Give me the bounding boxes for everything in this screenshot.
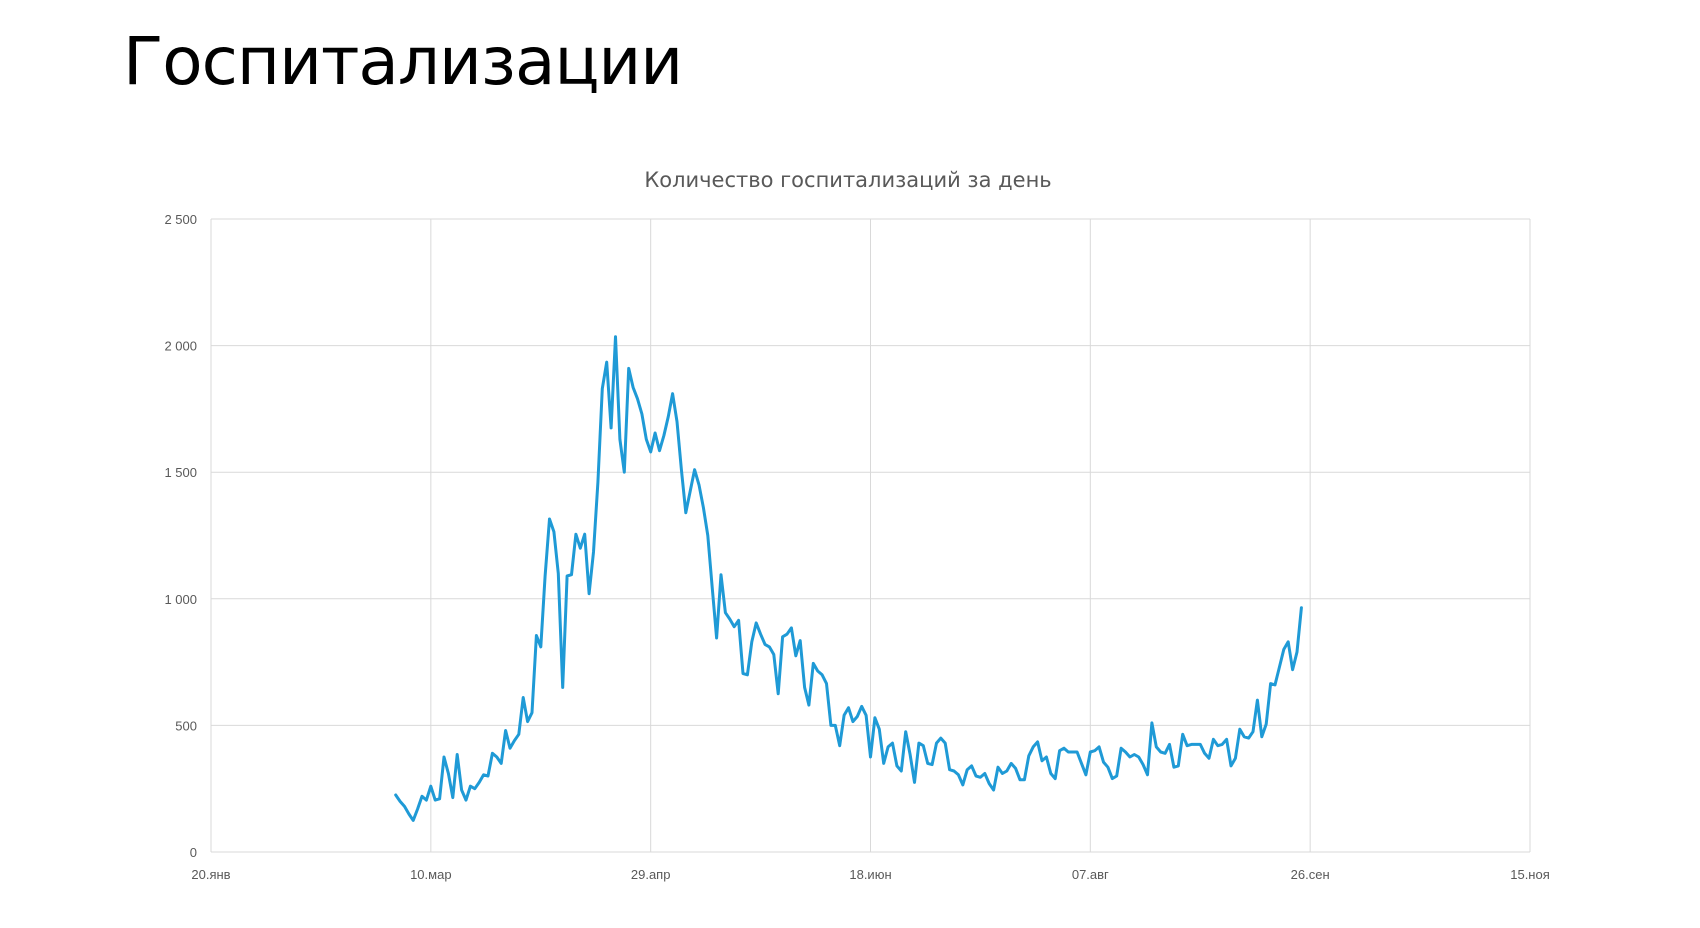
y-tick-label: 1 000 bbox=[164, 592, 197, 607]
x-tick-label: 20.янв bbox=[191, 867, 230, 882]
x-axis-tick-labels: 20.янв 10.мар 29.апр 18.июн 07.авг 26.сен 15.н… bbox=[191, 867, 1549, 882]
y-tick-label: 0 bbox=[190, 845, 197, 860]
y-tick-label: 500 bbox=[175, 718, 197, 733]
plot-area bbox=[394, 335, 1303, 822]
x-tick-label: 15.ноя bbox=[1510, 867, 1550, 882]
x-tick-label: 26.сен bbox=[1291, 867, 1330, 882]
y-tick-label: 2 500 bbox=[164, 212, 197, 227]
x-tick-label: 29.апр bbox=[631, 867, 671, 882]
x-tick-label: 07.авг bbox=[1072, 867, 1109, 882]
y-tick-label: 2 000 bbox=[164, 339, 197, 354]
chart-title: Количество госпитализаций за день bbox=[644, 168, 1051, 192]
y-axis-tick-labels: 0 500 1 000 1 500 2 000 2 500 bbox=[164, 212, 197, 860]
x-tick-label: 10.мар bbox=[410, 867, 451, 882]
series-line bbox=[394, 335, 1303, 822]
slide-title: Госпитализации bbox=[123, 23, 683, 100]
x-tick-label: 18.июн bbox=[849, 867, 891, 882]
y-tick-label: 1 500 bbox=[164, 465, 197, 480]
